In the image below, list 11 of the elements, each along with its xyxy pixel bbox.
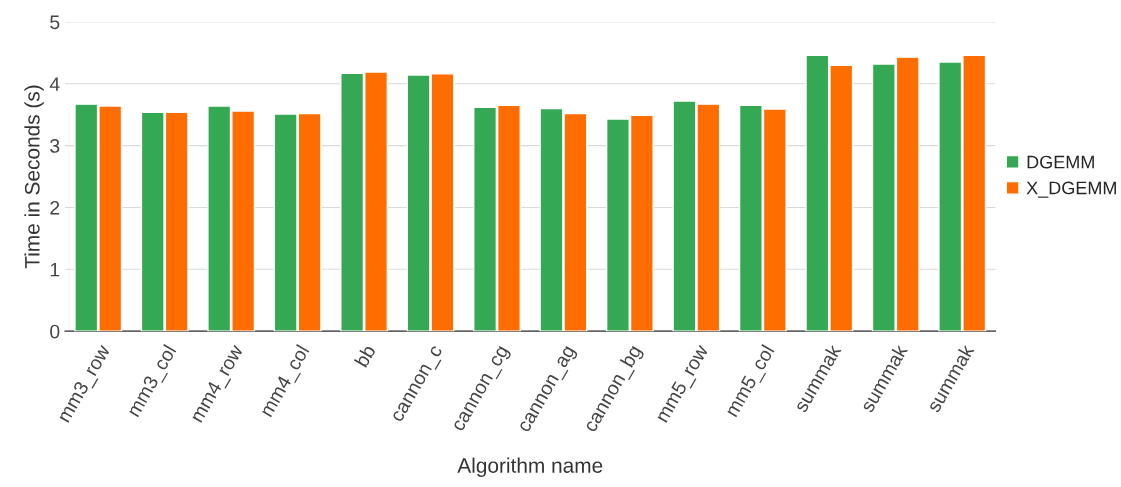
legend-label: DGEMM [1027,155,1094,169]
x-axis-title: Algorithm name [457,457,603,478]
y-tick-label: 4 [49,77,60,91]
y-tick-label: 3 [50,139,60,153]
y-tick-label: 2 [50,200,60,215]
y-axis-title: Time in Seconds (s) [24,85,44,269]
y-tick-label: 0 [50,324,60,339]
x-tick-label: bb [353,343,377,368]
y-tick-label: 5 [50,15,60,30]
y-tick-label: 1 [50,262,60,277]
legend-label: X_DGEMM [1026,181,1116,198]
